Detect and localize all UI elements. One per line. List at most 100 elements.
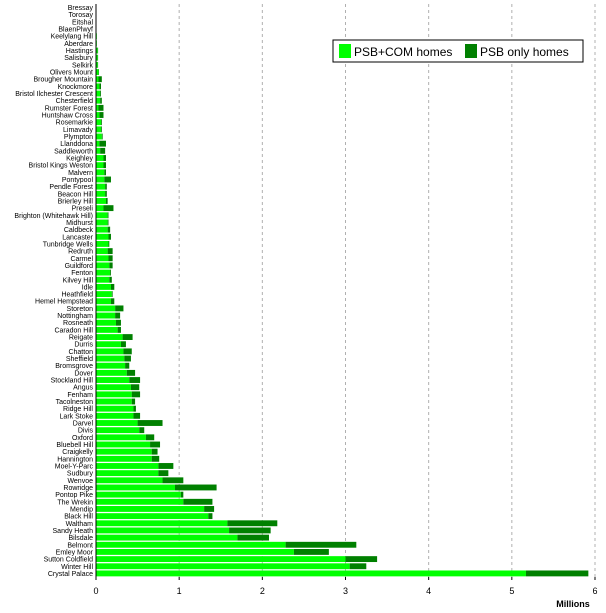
category-label-waltham: Waltham — [66, 521, 94, 528]
category-label-pontypool: Pontypool — [62, 177, 94, 184]
bar-bluebell-hill-psb-com — [96, 441, 151, 448]
bar-tunbridge-wells-psb-com — [96, 241, 109, 247]
category-label-the-wrekin: The Wrekin — [57, 499, 93, 506]
category-label-sandy-heath: Sandy Heath — [53, 528, 94, 535]
bar-keighley-psb-com — [96, 155, 104, 161]
category-label-rumster-forest: Rumster Forest — [45, 105, 93, 112]
bar-pontop-pike-psb-com — [96, 491, 181, 498]
category-label-bilsdale: Bilsdale — [68, 535, 93, 542]
bar-wenvoe-psb-com — [96, 477, 163, 484]
bar-guildford-psb-com — [96, 262, 110, 269]
bar-lancaster-psb-com — [96, 233, 109, 240]
category-label-fenton: Fenton — [71, 270, 93, 277]
bar-heathfield-psb-com — [96, 291, 112, 298]
bar-angus-psb-com — [96, 384, 131, 391]
bar-emley-moor-psb-com — [96, 548, 294, 555]
category-label-keighley: Keighley — [66, 155, 93, 162]
bar-limavady-psb-com — [96, 126, 101, 133]
category-label-tacolneston: Tacolneston — [56, 399, 93, 406]
category-label-torosay: Torosay — [68, 12, 93, 19]
bar-divis-psb-com — [96, 427, 140, 434]
category-labels: BressayTorosayEitshalBlaenPlwyfKeelylang… — [14, 5, 93, 578]
legend: PSB+COM homes PSB only homes — [332, 39, 584, 63]
category-label-brougher-mountain: Brougher Mountain — [33, 77, 93, 84]
x-tick-label-3: 3 — [343, 586, 348, 596]
category-label-keelylang-hill: Keelylang Hill — [51, 34, 94, 41]
category-label-durris: Durris — [74, 342, 93, 349]
bar-redruth-psb-com — [96, 248, 108, 255]
category-label-brierley-hill: Brierley Hill — [58, 198, 94, 205]
bar-brighton-whitehawk-hill-psb-only — [107, 212, 109, 219]
bar-darvel-psb-only — [137, 420, 163, 426]
bar-hannington-psb-only — [151, 455, 160, 462]
category-label-salisbury: Salisbury — [64, 55, 93, 62]
category-label-sheffield: Sheffield — [66, 356, 93, 363]
legend-label-psb-only: PSB only homes — [480, 45, 569, 59]
bar-pontop-pike-psb-only — [180, 491, 184, 498]
legend-label-psb-com: PSB+COM homes — [354, 45, 452, 59]
bar-knockmore-psb-com — [96, 83, 100, 90]
bar-black-hill-psb-only — [208, 513, 213, 520]
category-label-saddleworth: Saddleworth — [54, 148, 93, 155]
category-label-aberdare: Aberdare — [64, 41, 93, 48]
category-label-idle: Idle — [82, 284, 93, 291]
bar-pontypool-psb-com — [96, 176, 105, 183]
category-label-mendip: Mendip — [70, 506, 93, 513]
bar-rosemarkie-psb-only — [100, 119, 102, 126]
bar-rowridge-psb-only — [175, 484, 217, 491]
category-label-knockmore: Knockmore — [58, 84, 94, 91]
bar-hemel-hempstead-psb-only — [110, 298, 115, 305]
bar-storeton-psb-only — [115, 305, 124, 312]
x-tick-label-0: 0 — [93, 586, 98, 596]
bar-darvel-psb-com — [96, 420, 138, 426]
bar-rosemarkie-psb-com — [96, 119, 101, 126]
bar-pontypool-psb-only — [104, 176, 111, 183]
bar-sandy-heath-psb-com — [96, 527, 230, 534]
bar-the-wrekin-psb-only — [183, 498, 213, 505]
bar-caradon-hill-psb-only — [117, 326, 121, 333]
bar-bristol-ilchester-crescent-psb-com — [96, 90, 101, 97]
category-label-bluebell-hill: Bluebell Hill — [56, 442, 93, 449]
bars — [96, 26, 589, 577]
category-label-storeton: Storeton — [67, 306, 94, 313]
bar-chesterfield-psb-com — [96, 97, 101, 104]
category-label-brighton-whitehawk-hill: Brighton (Whitehawk Hill) — [14, 213, 93, 220]
category-label-sutton-coldfield: Sutton Coldfield — [44, 557, 94, 564]
bar-belmont-psb-only — [285, 541, 357, 548]
bar-tacolneston-psb-com — [96, 398, 132, 405]
category-label-kilvey-hill: Kilvey Hill — [63, 277, 94, 284]
bar-waltham-psb-com — [96, 520, 228, 527]
bar-emley-moor-psb-only — [293, 548, 329, 555]
bar-plympton-psb-only — [101, 133, 103, 140]
category-label-winter-hill: Winter Hill — [61, 564, 93, 571]
bar-preseli-psb-com — [96, 205, 104, 212]
bar-redruth-psb-only — [107, 248, 113, 255]
bar-bluebell-hill-psb-only — [150, 441, 161, 448]
bar-sudbury-psb-com — [96, 470, 159, 477]
bar-the-wrekin-psb-com — [96, 498, 184, 505]
category-label-hastings: Hastings — [66, 48, 94, 55]
bar-malvern-psb-com — [96, 169, 105, 176]
bar-llanddona-psb-com — [96, 140, 100, 147]
bar-rumster-forest-psb-only — [98, 104, 104, 111]
bar-durris-psb-com — [96, 341, 121, 348]
bar-sandy-heath-psb-only — [229, 527, 271, 534]
bar-fenton-psb-only — [110, 269, 111, 276]
bar-winter-hill-psb-com — [96, 563, 350, 570]
category-label-divis: Divis — [78, 428, 94, 435]
bar-plympton-psb-com — [96, 133, 102, 140]
bar-limavady-psb-only — [100, 126, 102, 133]
category-label-angus: Angus — [73, 385, 93, 392]
bar-fenham-psb-com — [96, 391, 132, 398]
bar-oxford-psb-only — [145, 434, 155, 441]
bar-rowridge-psb-com — [96, 484, 176, 491]
bar-caldbeck-psb-only — [107, 226, 111, 233]
bar-sudbury-psb-only — [158, 470, 169, 477]
bar-knockmore-psb-only — [99, 83, 101, 90]
bar-fenham-psb-only — [131, 391, 141, 398]
bar-selkirk-psb-com — [96, 61, 98, 68]
bar-nottingham-psb-only — [115, 312, 121, 319]
category-label-limavady: Limavady — [63, 127, 93, 134]
category-label-moel-y-parc: Moel-Y-Parc — [55, 463, 94, 470]
